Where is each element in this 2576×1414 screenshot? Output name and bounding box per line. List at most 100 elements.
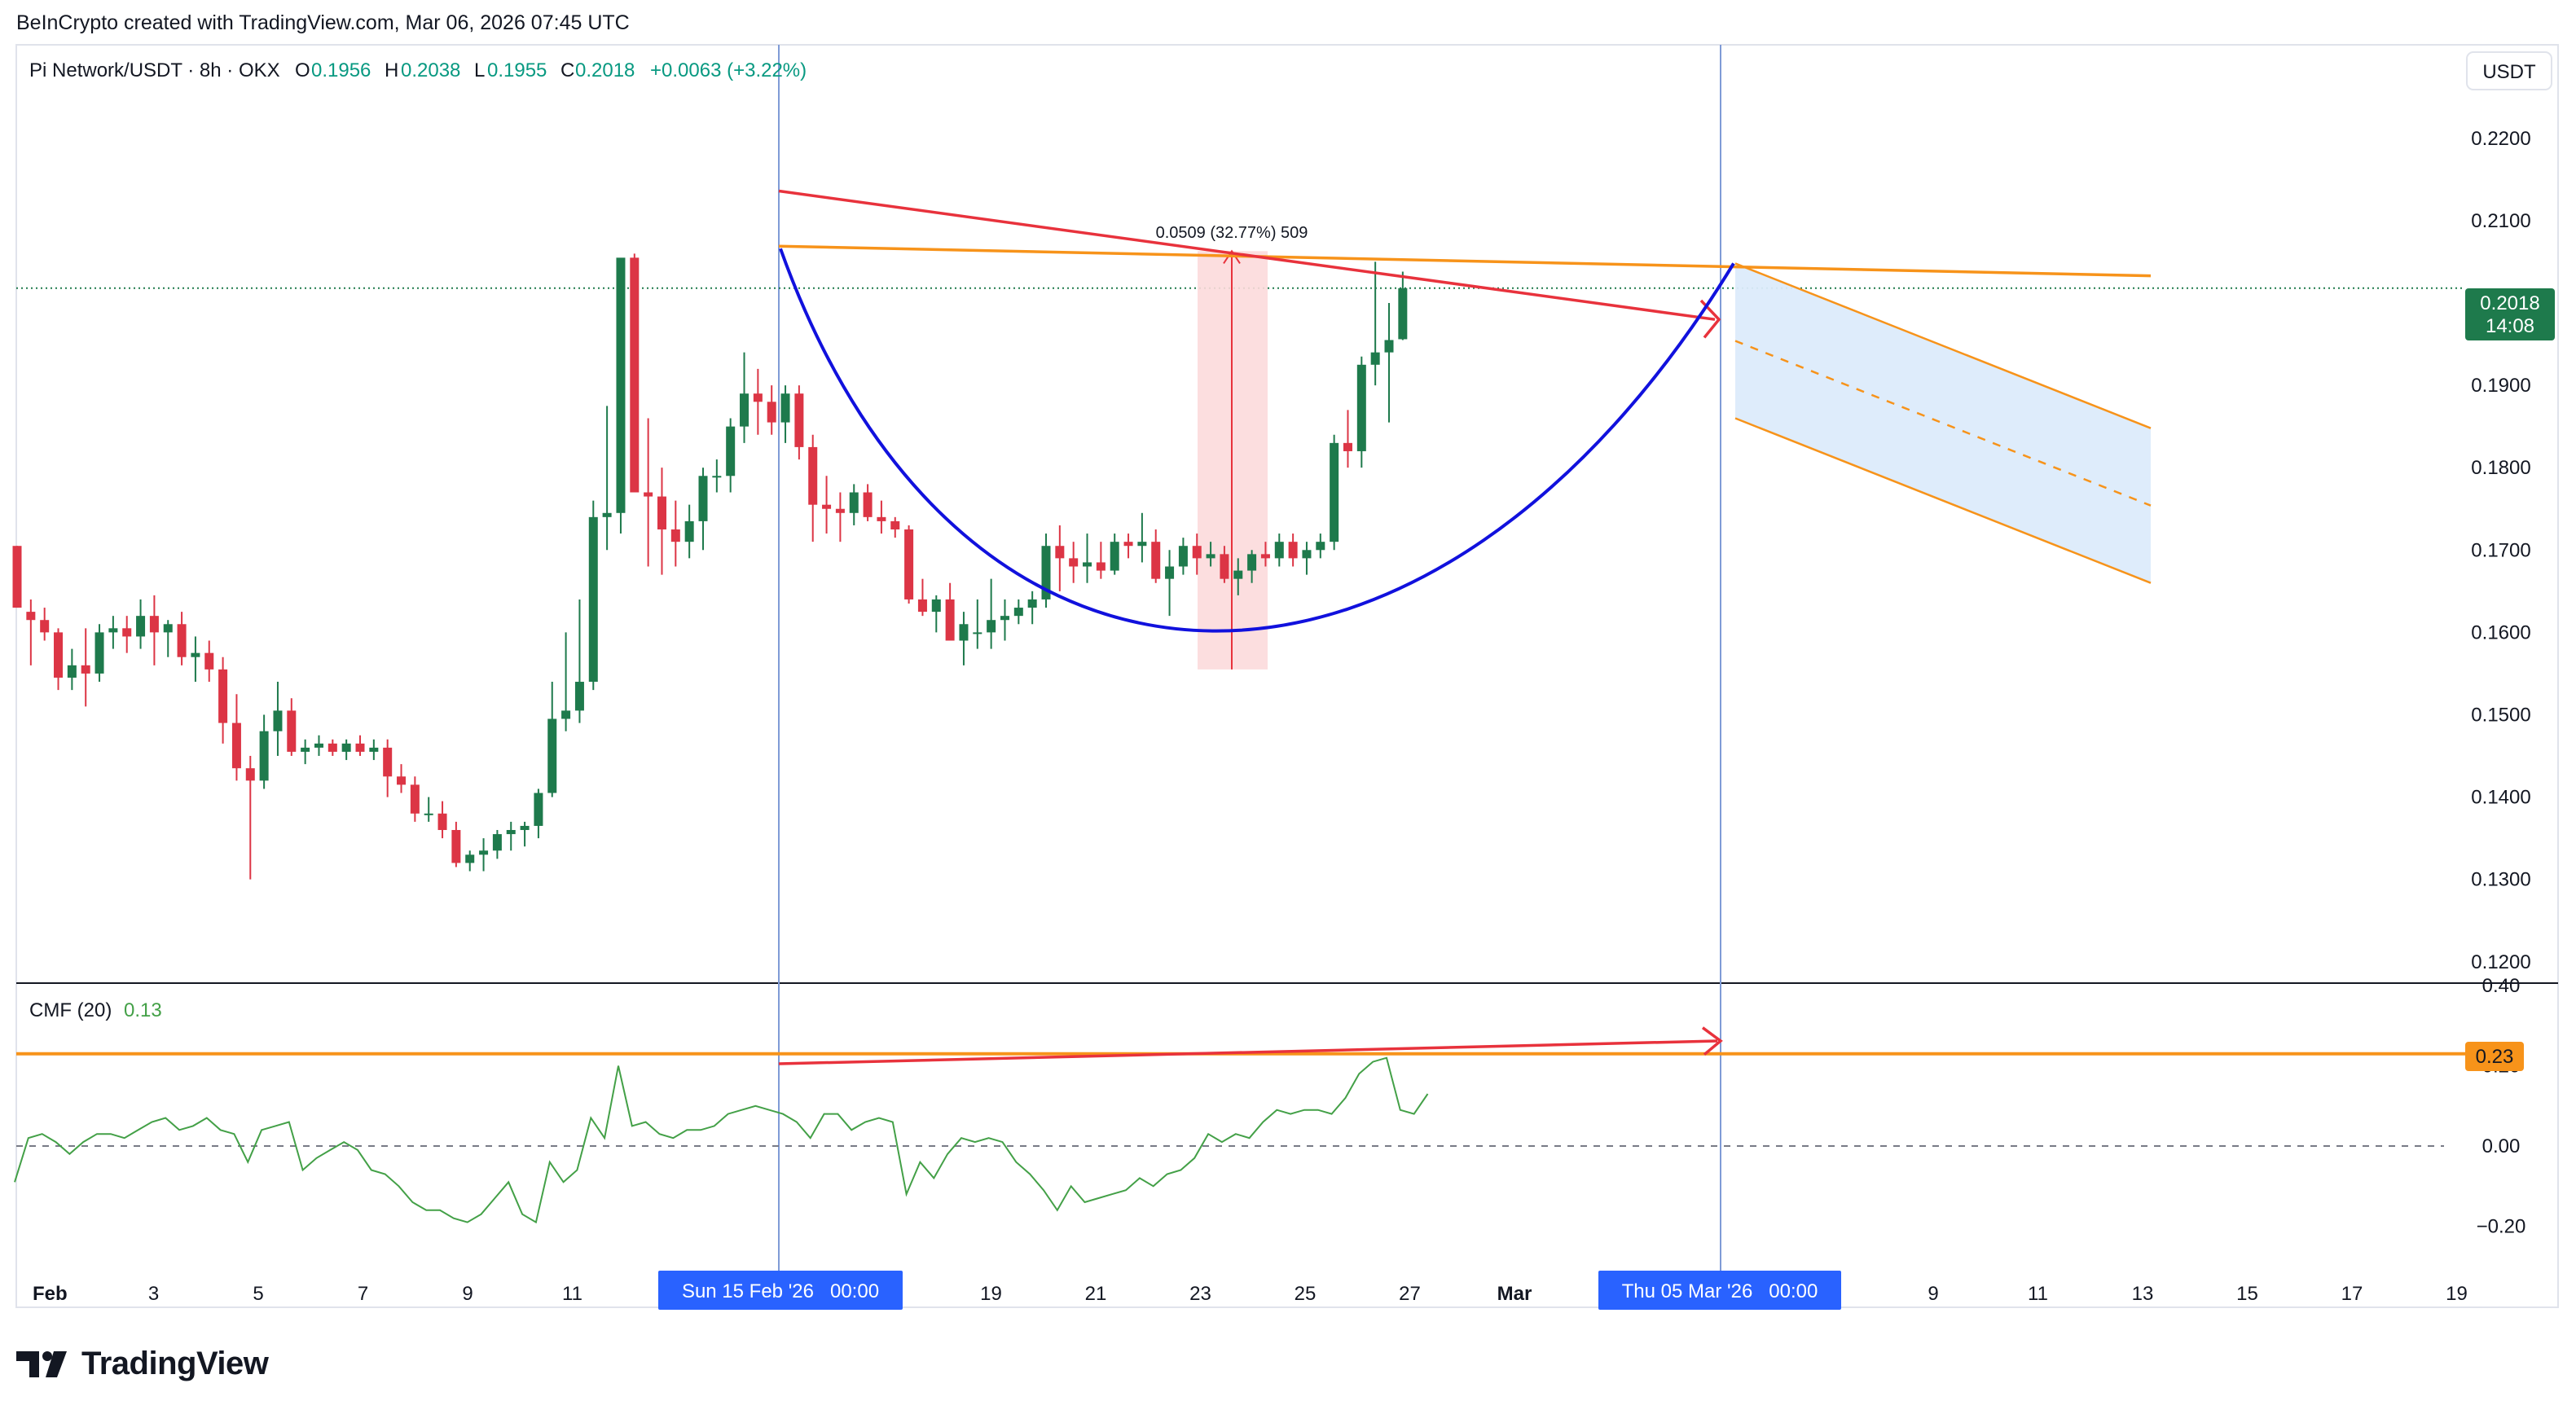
- candle-body: [273, 710, 283, 731]
- chart-frame: [15, 44, 2559, 1308]
- cmf-legend: CMF (20) 0.13: [29, 999, 162, 1021]
- price-tick-label: 0.2200: [2471, 128, 2530, 150]
- measure-label: 0.0509 (32.77%) 509: [1156, 224, 1308, 242]
- candle-body: [698, 476, 708, 521]
- candle-body: [904, 529, 914, 599]
- candle-body: [465, 854, 475, 863]
- cmf-series-line: [14, 1056, 1429, 1224]
- time-tick-label: 13: [2132, 1283, 2154, 1305]
- time-tick-label: Mar: [1497, 1283, 1532, 1305]
- candle-body: [712, 476, 722, 478]
- price-tick-label: 0.1200: [2471, 951, 2530, 973]
- current-price-tag: 0.2018 14:08: [2465, 288, 2555, 340]
- cmf-level-badge: 0.23: [2465, 1042, 2524, 1071]
- candle-body: [301, 747, 310, 752]
- candle-body: [259, 731, 269, 781]
- time-tick-label: Feb: [33, 1283, 68, 1305]
- candle-body: [1260, 554, 1270, 559]
- annotation-layer-back: [1198, 249, 2152, 670]
- candle-body: [602, 512, 612, 517]
- candle-body: [108, 628, 118, 633]
- candle-body: [1178, 546, 1188, 567]
- candle-body: [136, 616, 146, 637]
- time-tick-label: 7: [358, 1283, 368, 1305]
- time-tick-label: 23: [1189, 1283, 1211, 1305]
- candle-body: [40, 620, 50, 633]
- candle-body: [451, 830, 461, 863]
- cup-curve: [779, 248, 1735, 633]
- candle-layer: [12, 253, 1408, 880]
- candle-body: [95, 632, 104, 674]
- candle-body: [1123, 542, 1133, 547]
- candle-body: [314, 743, 323, 748]
- candle-body: [1398, 288, 1408, 340]
- candle-body: [383, 747, 393, 777]
- time-tick-label: 15: [2236, 1283, 2258, 1305]
- candle-body: [740, 393, 750, 427]
- trend-arrow-line: [778, 189, 1716, 321]
- candle-body: [973, 632, 982, 635]
- current-price-value: 0.2018: [2480, 292, 2539, 314]
- candle-body: [12, 546, 22, 608]
- measure-arrow-head: [1223, 249, 1241, 265]
- candle-body: [630, 257, 640, 493]
- candle-body: [67, 665, 77, 678]
- candle-body: [547, 718, 557, 793]
- time-tick-label: 9: [1928, 1283, 1938, 1305]
- candle-body: [437, 813, 447, 831]
- candle-body: [1055, 546, 1065, 559]
- candle-body: [177, 624, 187, 657]
- candle-body: [410, 784, 420, 814]
- candle-body: [726, 426, 736, 476]
- candle-body: [684, 520, 694, 542]
- candle-body: [231, 722, 241, 769]
- candle-body: [1274, 542, 1284, 559]
- time-tick-label: 19: [2446, 1283, 2468, 1305]
- candle-body: [987, 620, 996, 633]
- axes-layer: 0.22000.21000.20000.19000.18000.17000.16…: [33, 128, 2531, 1305]
- candle-body: [1384, 340, 1394, 353]
- candle-body: [657, 496, 666, 530]
- candle-body: [780, 393, 790, 423]
- candle-body: [1192, 546, 1202, 559]
- price-tick-label: 0.1700: [2471, 539, 2530, 561]
- candle-body: [520, 825, 530, 831]
- candle-body: [1165, 566, 1175, 579]
- price-tick-label: 0.1400: [2471, 787, 2530, 809]
- price-tick-label: 0.1800: [2471, 457, 2530, 479]
- candle-body: [574, 682, 584, 711]
- candle-body: [327, 743, 337, 752]
- time-tick-label: 11: [562, 1283, 582, 1305]
- candle-body: [1069, 558, 1079, 567]
- candle-body: [1356, 364, 1366, 451]
- candle-body: [835, 508, 845, 513]
- candle-body: [931, 599, 941, 613]
- candle-body: [1343, 442, 1352, 451]
- low-key: L: [474, 59, 485, 81]
- candle-body: [945, 599, 955, 641]
- candle-body: [1013, 608, 1023, 617]
- candle-body: [1137, 542, 1147, 547]
- candle-body: [397, 776, 407, 785]
- candle-body: [122, 628, 132, 637]
- change-value: +0.0063 (+3.22%): [650, 59, 807, 81]
- candle-body: [644, 492, 653, 497]
- candle-body: [767, 402, 776, 423]
- high-key: H: [385, 59, 398, 81]
- candle-body: [1096, 562, 1106, 571]
- candle-body: [1027, 599, 1037, 608]
- candle-body: [163, 624, 173, 633]
- currency-badge[interactable]: USDT: [2466, 51, 2552, 90]
- candle-body: [1233, 570, 1243, 579]
- candle-body: [245, 768, 255, 781]
- brand-wordmark: TradingView: [81, 1346, 269, 1381]
- candle-body: [863, 492, 873, 517]
- candle-body: [561, 710, 571, 719]
- close-key: C: [560, 59, 574, 81]
- low-value: 0.1955: [487, 59, 547, 81]
- candle-body: [808, 446, 818, 505]
- candle-body: [1083, 562, 1092, 567]
- projection-channel-top: [1734, 262, 2152, 429]
- time-tick-label: 11: [2028, 1283, 2048, 1305]
